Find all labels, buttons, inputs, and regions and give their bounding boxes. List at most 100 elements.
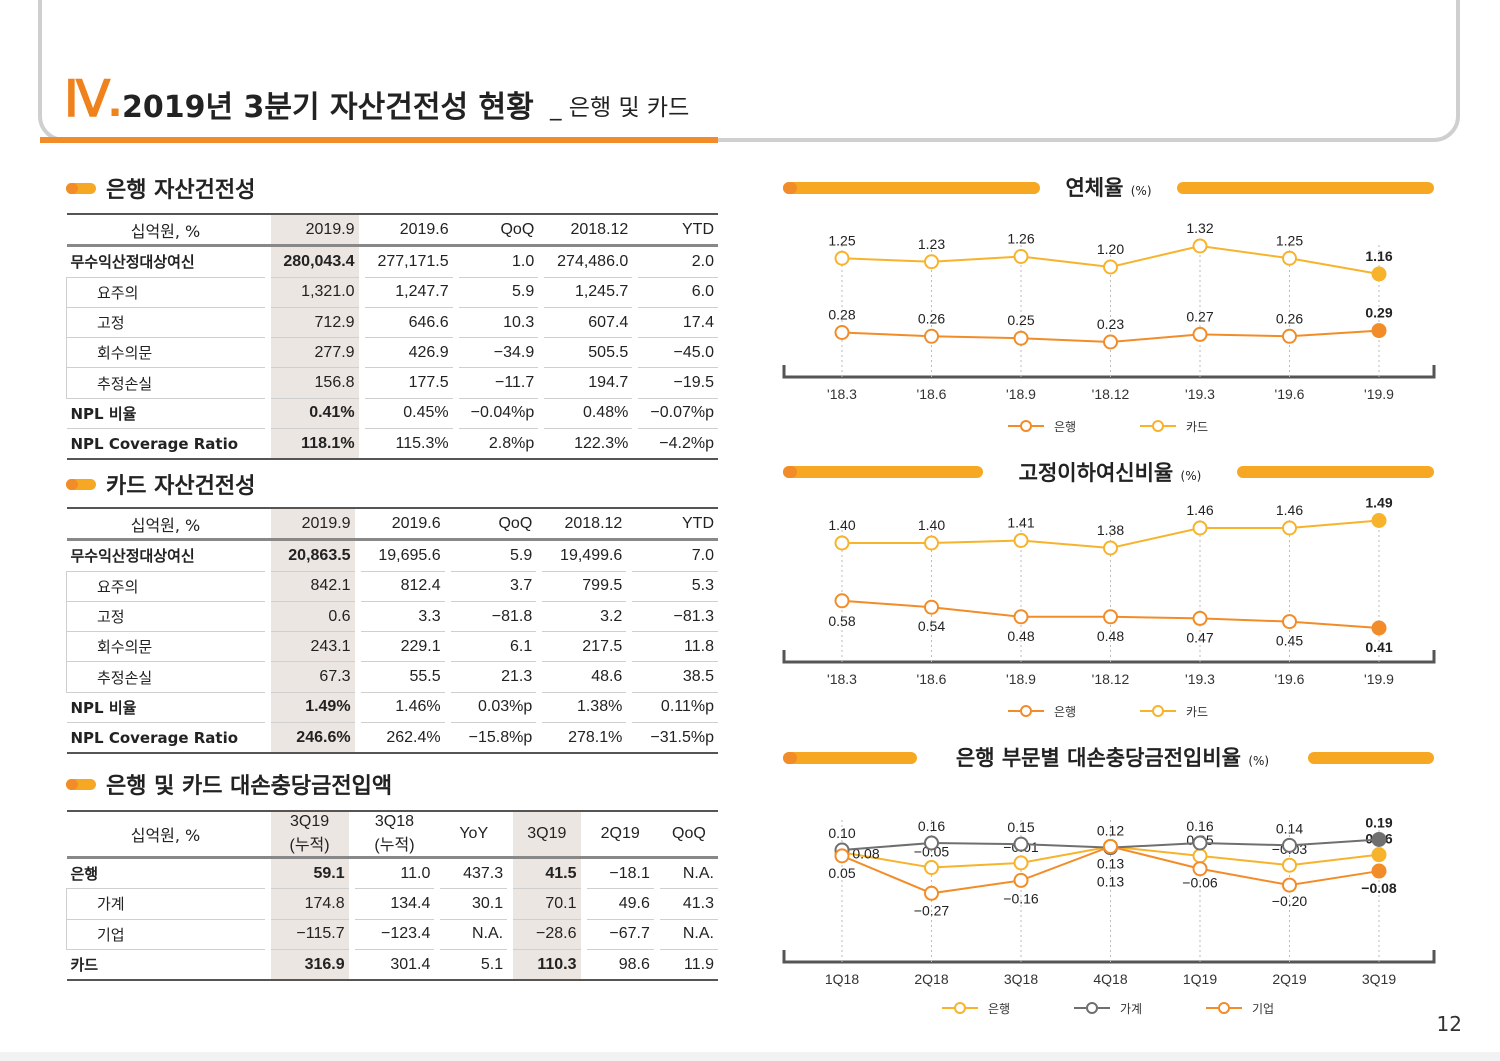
legend-label: 기업	[1252, 1002, 1274, 1016]
table-cell: 17.4	[638, 307, 718, 339]
table-row: NPL Coverage Ratio 118.1% 115.3% 2.8%p 122.3…	[66, 428, 718, 461]
data-label: 0.47	[1186, 629, 1213, 645]
table-cell: 1.0	[458, 245, 539, 278]
column-header: 3Q18 (누적)	[354, 810, 435, 859]
table-row: 무수익산정대상여신 280,043.4 277,171.5 1.0 274,486.0 2…	[66, 245, 718, 278]
column-header: QoQ	[450, 507, 537, 542]
chart1-title: 연체율 (%)	[1065, 176, 1152, 200]
table-cell: 1,321.0	[270, 277, 359, 308]
x-tick-label: '19.3	[1185, 671, 1215, 687]
table-cell: 0.11%p	[632, 692, 718, 724]
column-gap	[507, 949, 514, 982]
data-label: 1.38	[1097, 522, 1124, 538]
provision-table: 십억원, % 3Q19 (누적) 3Q18 (누적) YoY 3Q19 2Q19 QoQ 은행 59…	[66, 810, 718, 982]
table-cell: 426.9	[364, 337, 453, 369]
table-row: 회수의문 277.9 426.9 −34.9 505.5 −45.0	[66, 337, 718, 369]
data-label: −0.05	[914, 844, 950, 860]
column-header: 십억원, %	[66, 507, 265, 542]
table-cell: 1.46%	[360, 692, 445, 724]
column-gap	[354, 507, 361, 542]
table-cell: 122.3%	[544, 428, 633, 461]
bullet-icon	[66, 478, 96, 490]
table-cell: −45.0	[638, 337, 718, 369]
table-row: 고정 712.9 646.6 10.3 607.4 17.4	[66, 307, 718, 339]
table-cell: 1.49%	[270, 692, 355, 724]
table-cell: −81.3	[632, 601, 718, 633]
row-label: 회수의문	[66, 337, 265, 369]
data-label: 1.16	[1365, 248, 1392, 264]
table-cell: 10.3	[458, 307, 539, 339]
x-tick-label: '18.3	[827, 671, 857, 687]
table-row: 추정손실 156.8 177.5 −11.7 194.7 −19.5	[66, 367, 718, 399]
x-tick-label: 3Q19	[1362, 971, 1396, 987]
header-frame	[38, 0, 1460, 142]
table-cell: −15.8%p	[450, 722, 537, 755]
column-gap	[653, 949, 660, 982]
legend-label: 가계	[1120, 1002, 1142, 1016]
table-cell: −0.07%p	[638, 398, 718, 430]
page-subtitle: _ 은행 및 카드	[550, 95, 690, 121]
column-gap	[264, 722, 271, 755]
table-cell: 2.8%p	[458, 428, 539, 461]
data-point	[834, 325, 850, 340]
data-point	[1371, 323, 1387, 339]
column-header: 2Q19	[586, 810, 654, 859]
column-gap	[580, 810, 587, 859]
data-point	[1371, 847, 1387, 863]
data-label: −0.20	[1272, 893, 1308, 909]
npl-ratio-chart: '18.3 '18.6 '18.9 '18.12 '19.3 '19.6 '19.9 0.58…	[782, 495, 1436, 719]
column-gap	[536, 722, 543, 755]
table-cell: N.A.	[440, 919, 508, 950]
table-cell: 174.8	[270, 888, 349, 920]
column-gap	[264, 949, 271, 982]
chart2-title: 고정이하여신비율 (%)	[1018, 461, 1202, 485]
table-header-row: 십억원, % 2019.9 2019.6 QoQ 2018.12 YTD	[66, 507, 718, 542]
table-cell: −18.1	[586, 857, 654, 890]
chart3-title: 은행 부문별 대손충당금전입비율 (%)	[955, 746, 1270, 770]
column-header: QoQ	[659, 810, 718, 859]
chart1-title-bar-right	[1177, 182, 1434, 194]
table-cell: 280,043.4	[270, 245, 359, 278]
column-header: 3Q19 (누적)	[270, 810, 349, 859]
table-row: 요주의 1,321.0 1,247.7 5.9 1,245.7 6.0	[66, 277, 718, 308]
column-header: QoQ	[458, 213, 539, 248]
chart1-title-bar-left	[783, 182, 1040, 194]
data-point	[924, 860, 939, 876]
data-point	[1282, 614, 1297, 630]
table-cell: 11.8	[632, 631, 718, 663]
data-point	[1192, 610, 1208, 626]
data-point	[1371, 620, 1387, 636]
data-point	[1013, 533, 1029, 548]
data-point	[1192, 326, 1208, 342]
table-row: 가계 174.8 134.4 30.1 70.1 49.6 41.3	[66, 888, 718, 920]
table-cell: 98.6	[586, 949, 654, 982]
table-cell: 134.4	[354, 888, 435, 920]
table-cell: 115.3%	[364, 428, 453, 461]
data-point	[1013, 872, 1029, 888]
table-cell: 5.9	[458, 277, 539, 308]
table-cell: −11.7	[458, 367, 539, 399]
table-cell: 194.7	[544, 367, 633, 399]
table-cell: 1,247.7	[364, 277, 453, 308]
column-header: YTD	[638, 213, 718, 248]
chart2-title-bar-right	[1237, 466, 1434, 478]
table-cell: 3.2	[542, 601, 627, 633]
table-row: 은행 59.1 11.0 437.3 41.5 −18.1 N.A.	[66, 857, 718, 890]
row-label: 요주의	[66, 277, 265, 308]
x-tick-label: 3Q18	[1004, 971, 1038, 987]
table-cell: 6.1	[450, 631, 537, 663]
x-tick-label: '18.12	[1092, 671, 1130, 687]
x-tick-label: '18.6	[917, 671, 947, 687]
table-header-row: 십억원, % 2019.9 2019.6 QoQ 2018.12 YTD	[66, 213, 718, 248]
axis-baseline	[782, 365, 1436, 379]
column-gap	[434, 810, 441, 859]
data-point	[1192, 238, 1208, 254]
table-row: 무수익산정대상여신 20,863.5 19,695.6 5.9 19,499.6 7.0	[66, 539, 718, 572]
data-point	[1371, 266, 1387, 282]
row-label: 은행	[66, 857, 265, 890]
table-header-row: 십억원, % 3Q19 (누적) 3Q18 (누적) YoY 3Q19 2Q19 QoQ	[66, 810, 718, 859]
bank-asset-quality-table: 십억원, % 2019.9 2019.6 QoQ 2018.12 YTD 무수익산정대상여신…	[66, 213, 718, 461]
column-gap	[580, 949, 587, 982]
table-cell: −31.5%p	[632, 722, 718, 755]
column-gap	[264, 810, 271, 859]
